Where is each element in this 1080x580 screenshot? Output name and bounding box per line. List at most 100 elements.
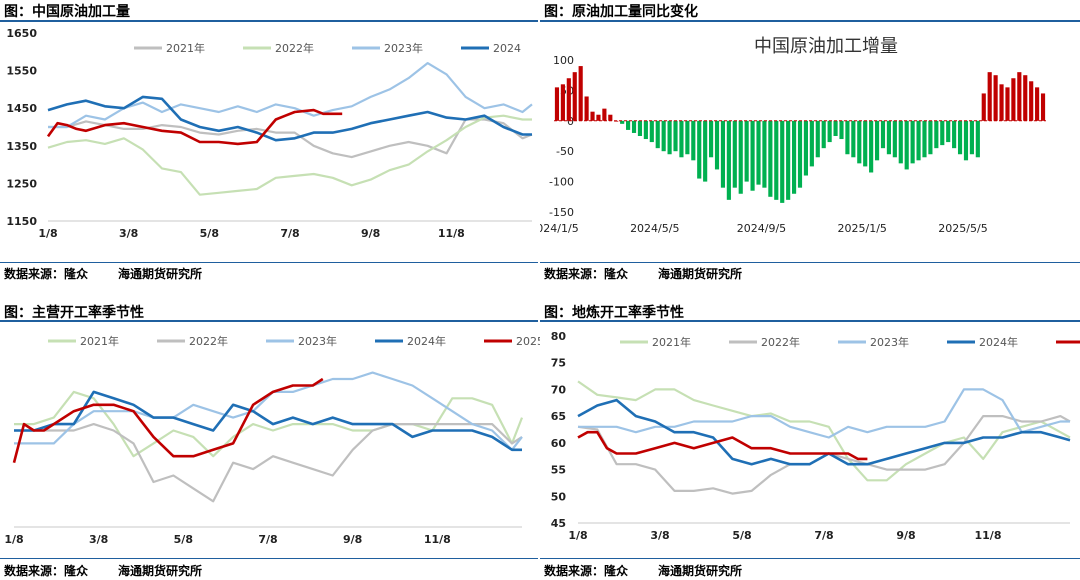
bar (809, 120, 814, 167)
source-org: 海通期货研究所 (118, 564, 203, 578)
legend-label: 2022年 (761, 335, 800, 349)
bar (560, 84, 565, 121)
x-tick-label: 2025/1/5 (838, 222, 887, 235)
bar (732, 120, 737, 188)
chart-main-refinery-utilization: 1/8 3/8 5/8 7/8 9/8 11/8 2021年 2022年 2023年 2024年 2… (4, 334, 540, 546)
bar (792, 120, 797, 194)
bar (904, 120, 909, 170)
bar (969, 120, 974, 155)
x-tick-label: 11/8 (438, 227, 465, 240)
legend-label: 2021年 (166, 41, 205, 55)
bar (1005, 87, 1010, 121)
x-tick-label: 9/8 (343, 533, 362, 546)
x-tick-label: 2024/5/5 (630, 222, 679, 235)
bar (691, 120, 696, 161)
panel4-top-rule (540, 320, 1080, 322)
bar (685, 120, 690, 155)
panel3-source: 数据来源：隆众 海通期货研究所 (4, 562, 202, 579)
source-org: 海通期货研究所 (658, 564, 743, 578)
bar (803, 120, 808, 176)
chart-yoy-change: 中国原油加工增量-150-100-500501002024/1/52024/5/… (540, 36, 1046, 235)
bar (845, 120, 850, 155)
legend-label: 2021年 (652, 335, 691, 349)
series-line-2025 (577, 430, 868, 461)
panel2-top-rule (540, 20, 1080, 22)
legend-label: 2023年 (870, 335, 909, 349)
y-tick-label: 1450 (6, 102, 37, 115)
panel1-bottom-rule (0, 262, 538, 263)
x-tick-label: 5/8 (732, 529, 751, 542)
y-tick-label: 55 (551, 464, 566, 477)
y-tick-label: 65 (551, 410, 566, 423)
y-tick-label: 75 (551, 357, 566, 370)
bar (981, 93, 986, 121)
panel3-bottom-rule (0, 558, 538, 559)
bar (916, 120, 921, 161)
source-label: 数据来源：隆众 (4, 564, 89, 578)
y-tick-label: 80 (551, 330, 567, 343)
bar (738, 120, 743, 194)
x-tick-label: 3/8 (89, 533, 108, 546)
bar (815, 120, 820, 158)
bar (922, 120, 927, 158)
bar (886, 120, 891, 155)
bar (661, 120, 666, 152)
bar (821, 120, 826, 149)
x-tick-label: 3/8 (650, 529, 669, 542)
bar (744, 120, 749, 182)
bar (928, 120, 933, 155)
bar (987, 72, 992, 121)
y-tick-label: 50 (551, 490, 567, 503)
bar (880, 120, 886, 149)
bar (797, 120, 803, 188)
bar (833, 120, 838, 136)
source-org: 海通期货研究所 (658, 267, 743, 281)
y-tick-label: 100 (553, 54, 574, 67)
y-tick-label: 1150 (6, 215, 37, 228)
bar (957, 120, 963, 155)
bar (1035, 87, 1040, 121)
series-line-2023年 (578, 388, 1070, 439)
bar (602, 108, 607, 121)
panel4-source: 数据来源：隆众 海通期货研究所 (544, 562, 742, 579)
bar (946, 120, 951, 143)
series-line-2024 (47, 95, 532, 142)
x-tick-label: 2025/5/5 (938, 222, 987, 235)
bar (631, 120, 637, 133)
bar (975, 120, 980, 158)
series-line-2021年 (577, 380, 1071, 482)
bar (626, 120, 631, 130)
legend-label: 2025年 (516, 334, 540, 348)
series-line-2022年 (14, 422, 523, 503)
bar (786, 120, 791, 200)
bar (697, 120, 702, 179)
series-line-2023年 (14, 371, 523, 451)
y-tick-label: 1350 (6, 140, 37, 153)
x-tick-label: 1/8 (4, 533, 23, 546)
bar (578, 66, 583, 121)
panel2-bottom-rule (540, 262, 1080, 263)
legend-label: 2023年 (384, 41, 423, 55)
series-line-2025 (46, 108, 343, 146)
series-line-2021年 (14, 390, 524, 458)
source-label: 数据来源：隆众 (544, 564, 629, 578)
bar (566, 78, 571, 121)
y-tick-label: 60 (551, 437, 567, 450)
bar (910, 120, 915, 164)
bar (1040, 93, 1046, 121)
bar (1023, 75, 1028, 121)
legend-label: 2024年 (407, 334, 446, 348)
bar (892, 120, 897, 158)
bar (620, 120, 625, 124)
bar (952, 120, 957, 149)
bar (827, 120, 832, 143)
bar (608, 114, 613, 121)
bar (590, 111, 595, 121)
chart-local-refinery-utilization: 45 50 55 60 65 70 75 80 1/8 3/8 5/8 7/8 9/8 11/8 2021年… (551, 330, 1080, 542)
x-tick-label: 11/8 (975, 529, 1002, 542)
legend-label: 2022年 (275, 41, 314, 55)
bar (679, 120, 684, 158)
x-tick-label: 11/8 (424, 533, 451, 546)
bar (762, 120, 767, 188)
bar (963, 120, 969, 161)
